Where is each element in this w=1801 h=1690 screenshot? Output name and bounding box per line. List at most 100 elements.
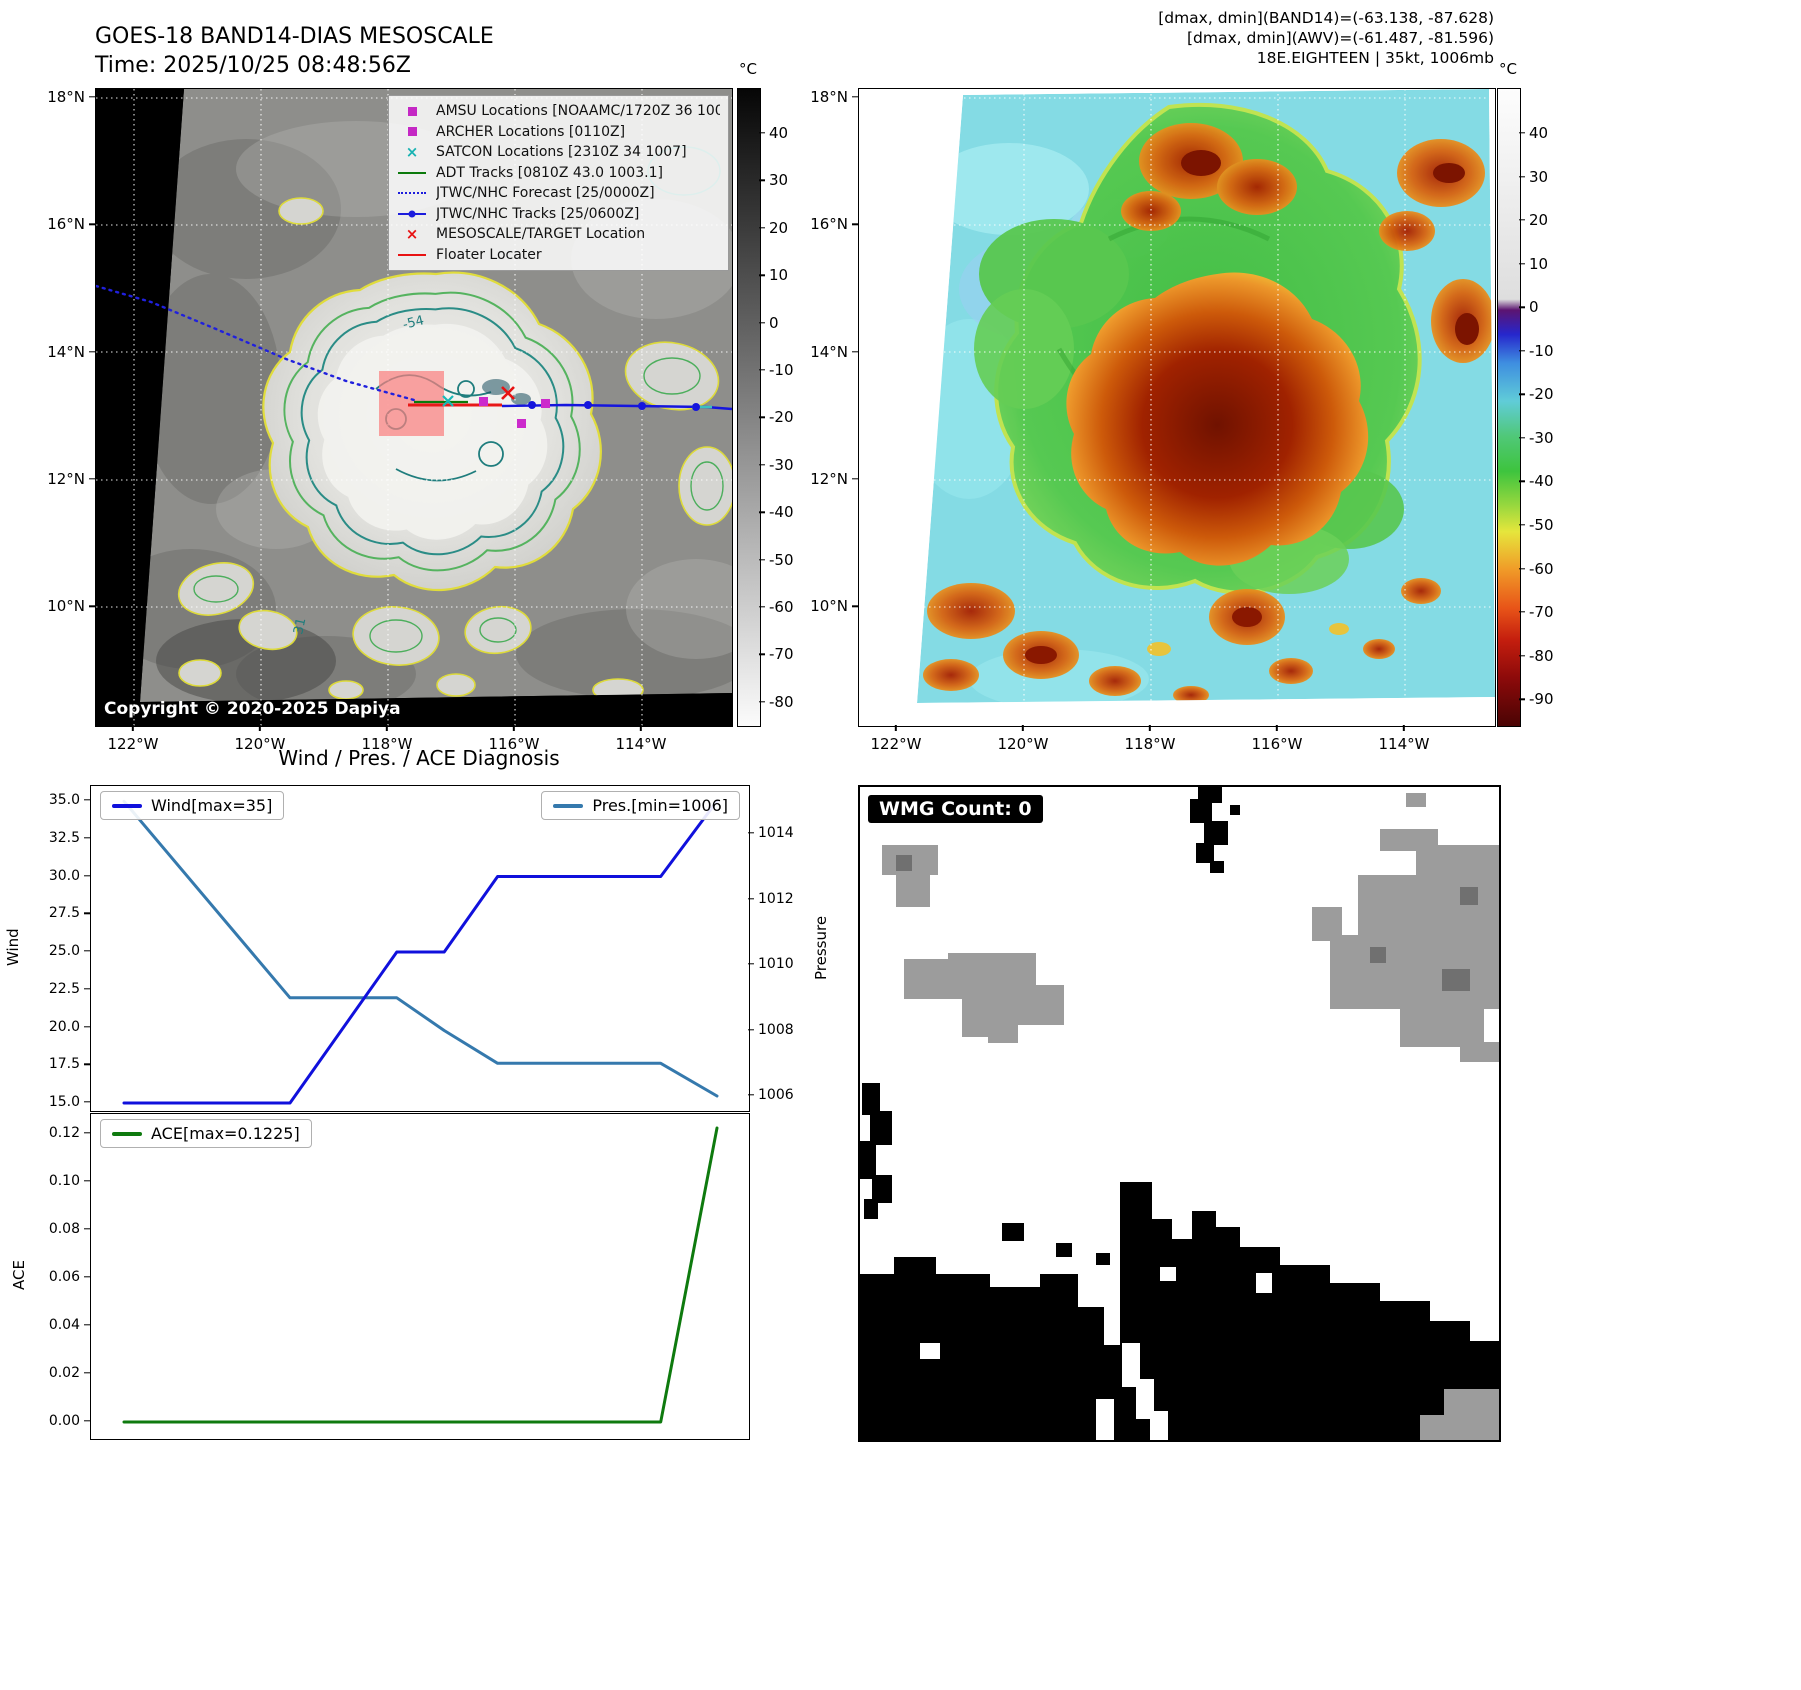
ace-line: [122, 1126, 719, 1424]
band14-lat-axis-tick: 12°N: [47, 469, 85, 488]
band14-colorbar-axis-tick: 10: [769, 266, 789, 285]
wind-axis: 35.0 32.5 30.0 27.5 25.0 22.5 20.0 17.5 15.0: [26, 785, 90, 1110]
linedot-blue-marker: [397, 206, 427, 221]
legend-item: JTWC/NHC Tracks [25/0600Z]: [397, 204, 720, 225]
green-contours: [193, 357, 724, 653]
forecast-track-line: [96, 284, 416, 402]
black-mask-regions: [860, 787, 1499, 1440]
legend-label: JTWC/NHC Tracks [25/0600Z]: [436, 205, 640, 222]
band14-lat-axis: 18°N 16°N 14°N 12°N 10°N: [35, 88, 95, 725]
amsu-archer-markers: [479, 397, 550, 428]
wind-axis-label: Wind: [4, 928, 22, 966]
awv-header: [dmax, dmin](BAND14)=(-63.138, -87.628) …: [1158, 8, 1494, 68]
pressure-axis-tick: 1012: [758, 890, 794, 907]
legend-item: ADT Tracks [0810Z 43.0 1003.1]: [397, 163, 720, 184]
awv-colorbar-axis-tick: -50: [1529, 515, 1554, 534]
band14-colorbar-axis-tick: -30: [769, 455, 794, 474]
legend-label: ARCHER Locations [0110Z]: [436, 123, 626, 140]
band14-title-block: GOES-18 BAND14-DIAS MESOSCALE Time: 2025…: [95, 22, 494, 80]
x-cyan-marker: ×: [405, 142, 419, 161]
band14-lat-axis-tick: 10°N: [47, 597, 85, 616]
awv-header-line2: [dmax, dmin](AWV)=(-61.487, -81.596): [1187, 29, 1494, 47]
band14-lon-axis-tick: 116°W: [488, 735, 540, 753]
gridlines: [859, 89, 1495, 726]
awv-colorbar-axis-tick: -80: [1529, 646, 1554, 665]
legend-label: JTWC/NHC Forecast [25/0000Z]: [436, 185, 655, 202]
awv-colorbar-axis-tick: -90: [1529, 690, 1554, 709]
awv-lon-axis-tick: 116°W: [1251, 735, 1303, 753]
band14-colorbar-axis-tick: -10: [769, 361, 794, 379]
ace-axis-tick: 0.08: [48, 1221, 80, 1237]
gridlines: [96, 89, 732, 726]
dotted-blue-marker: [397, 186, 427, 201]
band14-colorbar-axis-tick: -20: [769, 408, 794, 427]
band14-colorbar-axis-tick: -50: [769, 550, 794, 569]
legend-label: AMSU Locations [NOAAMC/1720Z 36 1000]: [436, 103, 720, 120]
band14-colorbar-axis-tick: -40: [769, 503, 794, 522]
band14-colorbar-axis-tick: 0: [769, 313, 779, 332]
pressure-legend: Pres.[min=1006]: [541, 791, 740, 820]
band14-colorbar-unit: °C: [739, 60, 757, 78]
awv-map: [858, 88, 1496, 727]
target-x-marker: [501, 386, 515, 400]
pressure-axis-label: Pressure: [812, 915, 830, 981]
legend-label: Floater Locater: [436, 246, 542, 263]
legend-item: ARCHER Locations [0110Z]: [397, 122, 720, 143]
band14-lat-axis-tick: 16°N: [47, 215, 85, 234]
contour-label: 31: [291, 617, 309, 636]
wind-pressure-plot: [122, 799, 719, 1105]
wind-axis-tick: 30.0: [48, 867, 80, 884]
storm-core: [1066, 272, 1369, 566]
awv-lat-axis-tick: 10°N: [810, 597, 848, 616]
band14-colorbar-axis-tick: 30: [769, 171, 789, 190]
band14-title: GOES-18 BAND14-DIAS MESOSCALE: [95, 24, 494, 49]
deep-convection-cores: [1025, 150, 1479, 664]
wind-axis-tick: 17.5: [48, 1056, 80, 1073]
gray-flag-regions: [882, 793, 1499, 1062]
line-red-marker: [397, 247, 427, 262]
legend-item: JTWC/NHC Forecast [25/0000Z]: [397, 183, 720, 204]
wind-axis-tick: 22.5: [48, 980, 80, 997]
band14-lon-axis-tick: 120°W: [234, 735, 286, 753]
ace-swatch: [112, 1131, 142, 1136]
awv-lat-axis-tick: 18°N: [810, 88, 848, 106]
wind-axis-tick: 35.0: [48, 792, 80, 808]
x-red-marker: ×: [405, 224, 419, 243]
ace-axis-tick: 0.10: [48, 1173, 80, 1189]
pressure-legend-label: Pres.[min=1006]: [592, 796, 728, 815]
awv-colorbar-axis-tick: 20: [1529, 211, 1549, 230]
legend-label: ADT Tracks [0810Z 43.0 1003.1]: [436, 164, 663, 181]
ace-axis-tick: 0.00: [48, 1413, 80, 1429]
ace-axis-tick: 0.04: [48, 1317, 80, 1333]
pressure-axis: 1014 1012 1010 1008 1006: [748, 785, 808, 1110]
band14-colorbar-axis-tick: 40: [769, 124, 789, 142]
band14-map: -54 31 AMSU Locations [NOAAMC/1720Z 36 1…: [95, 88, 733, 727]
band14-lon-axis-tick: 122°W: [107, 735, 159, 753]
band14-lon-axis-tick: 118°W: [361, 735, 413, 753]
legend-item: × SATCON Locations [2310Z 34 1007]: [397, 142, 720, 163]
awv-lat-axis: 18°N 16°N 14°N 12°N 10°N: [798, 88, 858, 725]
dark-cold-specks: [482, 379, 531, 405]
awv-lon-axis-tick: 118°W: [1124, 735, 1176, 753]
wind-line: [122, 799, 719, 1105]
white-gaps: [920, 1267, 1272, 1440]
dark-gray-cells: [896, 855, 1478, 991]
band14-colorbar: [737, 88, 761, 727]
outer-cloud-blobs: [177, 197, 732, 702]
awv-colorbar-axis-tick: 0: [1529, 298, 1539, 317]
line-green-marker: [397, 165, 427, 180]
ace-legend: ACE[max=0.1225]: [100, 1119, 312, 1148]
awv-colorbar-axis-tick: -20: [1529, 385, 1554, 404]
wmg-count-badge: WMG Count: 0: [868, 795, 1043, 823]
band14-colorbar-axis-tick: -70: [769, 645, 794, 664]
wind-pressure-chart: [90, 785, 750, 1112]
square-magenta-marker: [397, 124, 427, 139]
ace-legend-label: ACE[max=0.1225]: [151, 1124, 300, 1143]
pressure-axis-tick: 1010: [758, 956, 794, 972]
awv-lon-axis-tick: 122°W: [870, 735, 922, 753]
pressure-line: [122, 799, 719, 1098]
ace-chart: [90, 1113, 750, 1440]
legend-item: × MESOSCALE/TARGET Location: [397, 224, 720, 245]
pressure-axis-tick: 1008: [758, 1021, 794, 1038]
